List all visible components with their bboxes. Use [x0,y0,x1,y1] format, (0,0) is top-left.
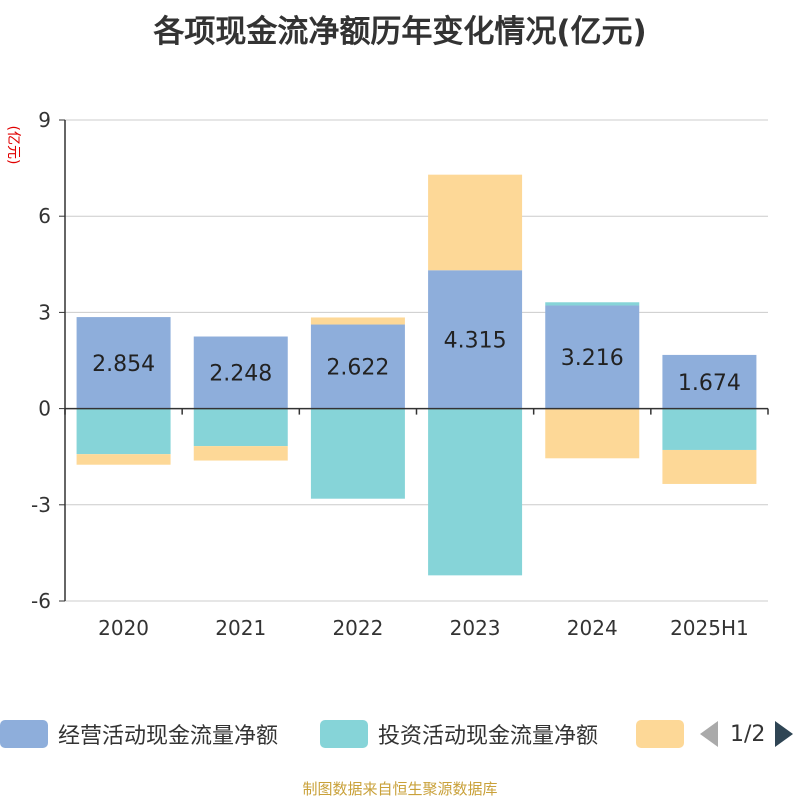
data-label-2024: 3.216 [561,346,624,371]
legend-item-investing[interactable]: 投资活动现金流量净额 [320,716,598,752]
legend-label-operating: 经营活动现金流量净额 [58,724,279,749]
data-label-2020: 2.854 [92,352,155,377]
bar-series-1-2020[interactable] [76,408,171,455]
x-tick-label: 2020 [98,616,149,640]
x-tick-label: 2022 [332,616,383,640]
y-axis-title: (亿元) [5,126,21,165]
y-tick-label: 9 [38,108,51,132]
bar-series-0-2022[interactable] [310,324,405,409]
bar-series-0-2024[interactable] [545,305,640,409]
legend-page-indicator: 1/2 [730,721,766,747]
data-label-2022: 2.622 [326,356,389,381]
data-label-2023: 4.315 [444,328,507,353]
bar-series-1-2025H1[interactable] [662,408,757,450]
data-label-2025H1: 1.674 [678,371,741,396]
x-tick-label: 2023 [450,616,501,640]
bar-series-0-2025H1[interactable] [662,354,757,409]
bar-series-1-2022[interactable] [310,408,405,499]
bar-series-1-2023[interactable] [428,408,523,576]
bar-series-1-2021[interactable] [193,408,288,447]
legend-item-operating[interactable]: 经营活动现金流量净额 [0,716,278,752]
data-label-2021: 2.248 [209,362,272,387]
legend-pager: 1/2 [698,716,795,752]
y-tick-label: -3 [31,493,51,517]
x-tick-label: 2024 [567,616,618,640]
bar-series-2-2025H1[interactable] [662,449,757,484]
chart-title: 各项现金流净额历年变化情况(亿元) [153,14,647,50]
triangle-left-icon[interactable] [698,719,720,749]
legend-swatch-financing [636,720,684,748]
y-tick-label: -6 [31,589,51,613]
y-tick-label: 6 [38,204,51,228]
bar-series-2-2024[interactable] [545,408,640,459]
legend-label-investing: 投资活动现金流量净额 [378,724,599,749]
bar-series-1-2024[interactable] [545,302,640,306]
x-tick-label: 2021 [215,616,266,640]
y-tick-label: 0 [38,397,51,421]
y-tick-label: 3 [38,300,51,324]
bar-series-0-2021[interactable] [193,336,288,409]
bar-series-2-2022[interactable] [310,317,405,325]
source-note: 制图数据来自恒生聚源数据库 [302,780,498,798]
bar-series-2-2020[interactable] [76,454,171,465]
bar-series-0-2023[interactable] [428,270,523,409]
legend-item-financing[interactable] [636,716,694,752]
legend-swatch-investing [320,720,368,748]
bar-series-0-2020[interactable] [76,317,171,409]
x-tick-label: 2025H1 [670,616,749,640]
bar-series-2-2021[interactable] [193,446,288,461]
bar-series-2-2023[interactable] [428,174,523,271]
triangle-right-icon[interactable] [773,719,795,749]
legend-swatch-operating [0,720,48,748]
